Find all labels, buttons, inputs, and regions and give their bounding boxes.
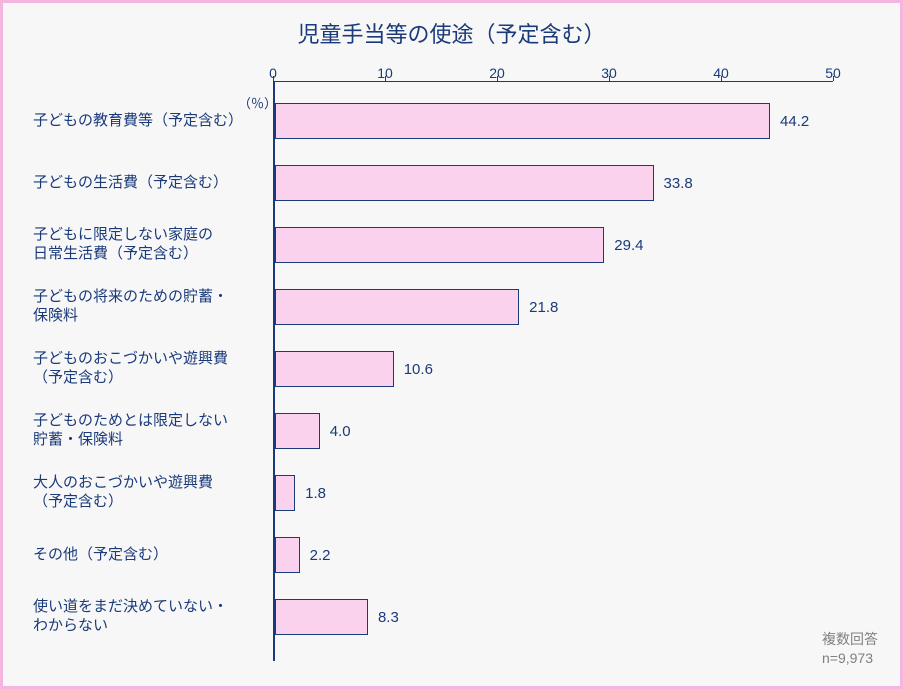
chart-footnote: 複数回答 n=9,973 [822,630,878,668]
footnote-line-2: n=9,973 [822,649,878,668]
value-label: 8.3 [368,599,399,635]
value-label: 21.8 [519,289,558,325]
category-label: 子どもに限定しない家庭の日常生活費（予定含む） [33,225,263,265]
category-label: 子どもの教育費等（予定含む） [33,101,263,141]
x-tick-label: 50 [825,65,841,81]
category-label: 子どものためとは限定しない貯蓄・保険料 [33,411,263,451]
footnote-line-1: 複数回答 [822,630,878,649]
category-label: 子どもの生活費（予定含む） [33,163,263,203]
x-tick-label: 40 [713,65,729,81]
data-bar [275,103,770,139]
chart-container: 児童手当等の使途（予定含む） （％） 0102030405044.233.829… [0,0,903,689]
value-label: 44.2 [770,103,809,139]
x-tick-label: 10 [377,65,393,81]
chart-area: （％） 0102030405044.233.829.421.810.64.01.… [33,63,876,673]
value-label: 10.6 [394,351,433,387]
data-bar [275,475,295,511]
plot-area: 0102030405044.233.829.421.810.64.01.82.2… [273,81,843,661]
data-bar [275,227,604,263]
chart-title: 児童手当等の使途（予定含む） [3,3,900,49]
value-label: 1.8 [295,475,326,511]
data-bar [275,537,300,573]
value-label: 29.4 [604,227,643,263]
category-label: 大人のおこづかいや遊興費（予定含む） [33,473,263,513]
value-label: 4.0 [320,413,351,449]
value-label: 2.2 [300,537,331,573]
category-label: 子どもの将来のための貯蓄・保険料 [33,287,263,327]
x-tick-label: 0 [269,65,277,81]
value-label: 33.8 [654,165,693,201]
data-bar [275,599,368,635]
x-tick-label: 30 [601,65,617,81]
data-bar [275,165,654,201]
x-tick-label: 20 [489,65,505,81]
category-label: 子どものおこづかいや遊興費（予定含む） [33,349,263,389]
category-label: その他（予定含む） [33,535,263,575]
data-bar [275,413,320,449]
category-label: 使い道をまだ決めていない・わからない [33,597,263,637]
data-bar [275,289,519,325]
data-bar [275,351,394,387]
